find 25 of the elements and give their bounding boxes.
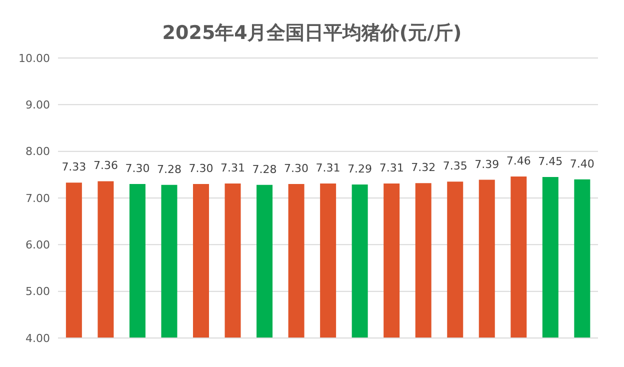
y-tick-label: 7.00 xyxy=(26,192,50,205)
data-label: 7.31 xyxy=(220,162,246,175)
data-label: 7.32 xyxy=(411,161,436,174)
y-tick-label: 9.00 xyxy=(26,98,50,112)
data-label: 7.40 xyxy=(570,157,594,170)
data-label: 7.45 xyxy=(538,155,563,168)
y-tick-label: 4.00 xyxy=(26,332,50,345)
y-tick-label: 5.00 xyxy=(26,285,50,298)
data-label: 7.31 xyxy=(316,162,340,175)
y-tick-label: 8.00 xyxy=(26,145,50,158)
data-label: 7.35 xyxy=(442,160,468,173)
data-label: 7.28 xyxy=(156,162,182,176)
data-label: 7.39 xyxy=(474,158,500,171)
data-label: 7.29 xyxy=(348,162,372,176)
data-label: 7.46 xyxy=(506,154,531,168)
data-label: 7.30 xyxy=(125,162,150,175)
y-tick-label: 6.00 xyxy=(26,238,50,252)
data-label: 7.30 xyxy=(188,162,214,175)
chart-title: 2025年4月全国日平均猪价(元/斤) xyxy=(161,21,463,46)
data-label: 7.31 xyxy=(379,162,404,175)
data-label: 7.28 xyxy=(252,162,277,176)
data-label: 7.33 xyxy=(62,160,86,174)
data-label: 7.36 xyxy=(93,159,118,172)
y-tick-label: 10.00 xyxy=(18,52,50,65)
data-label: 7.30 xyxy=(284,162,309,175)
